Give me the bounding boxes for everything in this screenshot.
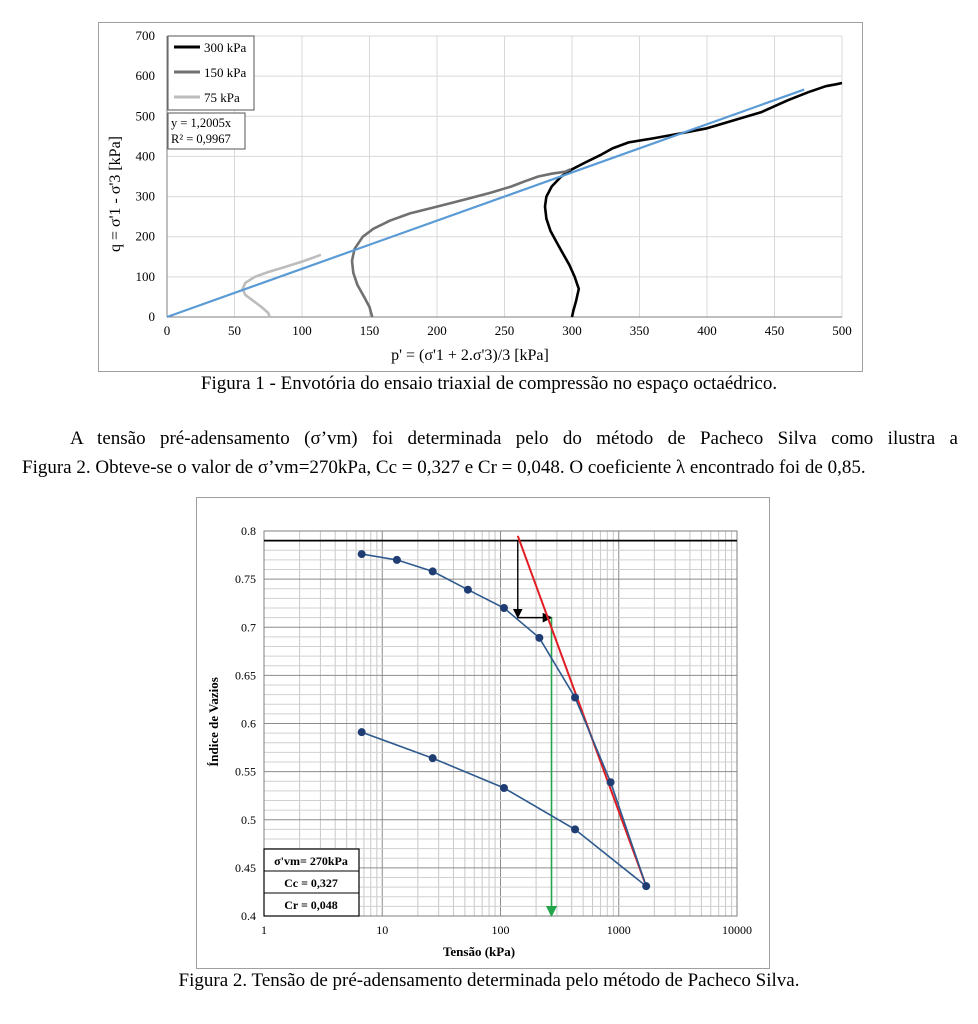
x-tick-label: 10 [376, 923, 388, 937]
data-point [642, 882, 651, 891]
data-point [463, 585, 472, 594]
y-tick-label: 700 [136, 28, 156, 43]
body-paragraph: A tensão pré-adensamento (σ’vm) foi dete… [22, 424, 958, 482]
x-tick-label: 300 [562, 323, 582, 338]
x-axis-title-2: Tensão (kPa) [443, 944, 515, 959]
x-tick-label: 400 [697, 323, 717, 338]
y-tick-label: 600 [136, 68, 156, 83]
x-tick-label: 50 [228, 323, 241, 338]
figure-1-chart: 0 100 200 300 400 500 600 700 0 50 100 150 200 250 30… [98, 22, 863, 372]
x-tick-label: 450 [765, 323, 785, 338]
figure-2-chart: 0.4 0.45 0.5 0.55 0.6 0.65 0.7 0.75 0.8 1 10 100 10… [196, 497, 770, 969]
y-tick-label: 0.65 [235, 668, 256, 682]
data-point [357, 728, 366, 737]
trendline [166, 88, 805, 319]
x-tick-label: 200 [427, 323, 447, 338]
y-tick-label: 500 [136, 108, 156, 123]
x-tick-label: 0 [164, 323, 171, 338]
x-tick-label: 500 [832, 323, 852, 338]
y-tick-label: 0.45 [235, 861, 256, 875]
paragraph-line-2: Figura 2. Obteve-se o valor de σ’vm=270k… [22, 457, 866, 478]
table-row-svm: σ'vm= 270kPa [274, 854, 348, 868]
legend: 300 kPa 150 kPa 75 kPa [167, 35, 255, 111]
x-tick-label: 150 [360, 323, 380, 338]
data-point [571, 693, 580, 702]
legend-label-300: 300 kPa [204, 40, 246, 55]
data-point [428, 567, 437, 576]
figure-1-caption: Figura 1 - Envotória do ensaio triaxial … [200, 373, 778, 394]
data-point [499, 604, 508, 612]
x-tick-label: 100 [292, 323, 312, 338]
series-line-0 [543, 81, 843, 318]
y-tick-label: 0.55 [235, 765, 256, 779]
data-point [428, 754, 437, 763]
x-axis-title: p' = (σ'1 + 2.σ'3)/3 [kPa] [391, 347, 549, 364]
paragraph-line-1: A tensão pré-adensamento (σ’vm) foi dete… [70, 428, 958, 449]
y-tick-label: 400 [136, 148, 156, 163]
x-tick-label: 250 [495, 323, 515, 338]
x-tick-label: 350 [630, 323, 650, 338]
x-tick-label: 10000 [722, 923, 752, 937]
trendline-equation-box: y = 1,2005x R² = 0,9967 [167, 112, 246, 150]
data-point [571, 825, 580, 834]
y-tick-label: 0 [149, 309, 156, 324]
table-row-cr: Cr = 0,048 [284, 898, 338, 912]
y-axis-title-2: Índice de Vazios [206, 677, 221, 767]
table-row-cc: Cc = 0,327 [284, 876, 338, 890]
y-tick-label: 0.75 [235, 572, 256, 586]
series-line-2 [241, 253, 322, 318]
data-point [606, 778, 615, 787]
trendline-equation: y = 1,2005x [171, 116, 232, 130]
x-tick-label: 100 [492, 923, 510, 937]
data-point [535, 633, 544, 642]
x-tick-label: 1 [261, 923, 267, 937]
y-tick-label: 0.8 [241, 524, 256, 538]
y-tick-label: 0.5 [241, 813, 256, 827]
parameters-table: σ'vm= 270kPa Cc = 0,327 Cr = 0,048 [263, 848, 360, 917]
x-tick-label: 1000 [607, 923, 631, 937]
figure-2-caption: Figura 2. Tensão de pré-adensamento dete… [178, 970, 800, 991]
legend-label-75: 75 kPa [204, 90, 240, 105]
series-line-1 [350, 168, 572, 318]
y-tick-label: 0.4 [241, 909, 256, 923]
trendline-r2: R² = 0,9967 [171, 132, 231, 146]
data-point [499, 783, 508, 792]
red-tangent-line [516, 535, 648, 887]
y-tick-label: 200 [136, 229, 156, 244]
y-tick-label: 100 [136, 269, 156, 284]
y-tick-label: 0.6 [241, 717, 256, 731]
data-point [357, 550, 366, 559]
y-axis-title: q = σ'1 - σ'3 [kPa] [107, 136, 124, 252]
plot-area [263, 530, 738, 917]
data-point [392, 555, 401, 564]
y-tick-label: 300 [136, 189, 156, 204]
y-tick-label: 0.7 [241, 620, 256, 634]
legend-label-150: 150 kPa [204, 65, 246, 80]
